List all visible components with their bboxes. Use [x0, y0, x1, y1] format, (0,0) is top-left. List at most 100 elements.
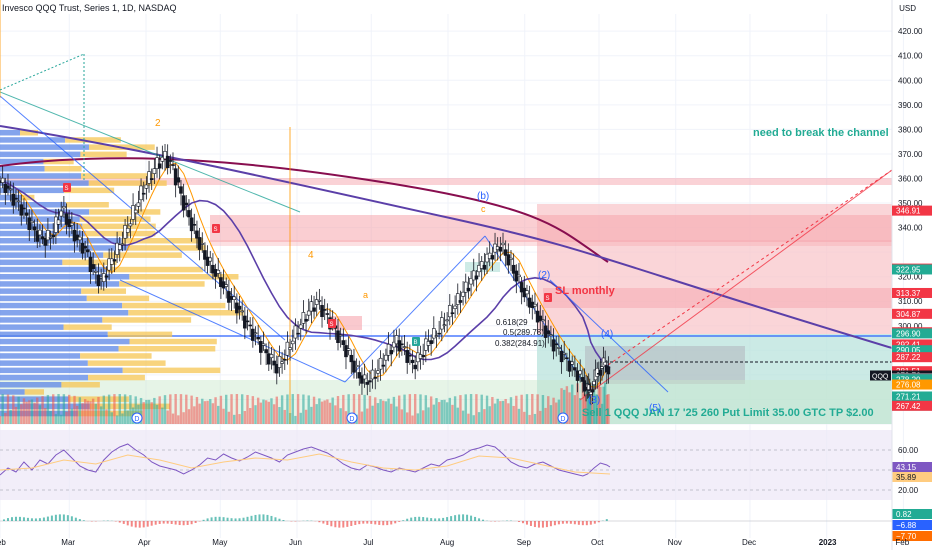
macd-bar — [382, 521, 385, 526]
candle-body — [344, 345, 348, 358]
candle-body — [288, 347, 292, 350]
profile-bar-orange — [63, 324, 112, 330]
volume-bar — [102, 395, 105, 424]
candle-body — [203, 250, 207, 260]
fib-618-label: 0.618(29 — [496, 318, 528, 327]
price-candles[interactable]: D D D S S B S S — [0, 143, 611, 424]
macd-bar — [130, 521, 133, 527]
profile-bar-orange — [21, 194, 35, 201]
y-tick-label: 360.00 — [898, 174, 923, 183]
volume-bar — [1, 394, 4, 424]
candle-body — [261, 343, 266, 346]
macd-bar — [549, 521, 552, 527]
moving-averages — [0, 125, 893, 388]
macd-bar — [202, 519, 205, 521]
candle-body — [538, 315, 543, 322]
candle-body — [232, 296, 237, 300]
macd-bar — [589, 521, 592, 525]
volume-bar — [75, 405, 79, 424]
macd-bar — [166, 521, 169, 524]
volume-bar — [129, 395, 132, 424]
candle-body — [237, 305, 242, 310]
profile-bar-blue — [0, 288, 82, 294]
wave-2-top-label: 2 — [155, 118, 161, 129]
wave-c-label: c — [481, 204, 486, 214]
candle-body — [253, 332, 258, 335]
volume-bar — [467, 413, 470, 424]
volume-bar — [299, 412, 302, 424]
macd-bar — [154, 521, 157, 525]
candle-body — [62, 206, 66, 209]
profile-bar-orange — [64, 187, 115, 194]
price-tag-text: 267.42 — [896, 402, 921, 411]
rsi-ma-line — [0, 453, 611, 475]
candle-body — [208, 257, 213, 262]
profile-bar-orange — [122, 367, 221, 374]
volume-bar — [259, 402, 263, 424]
macd-bar — [517, 521, 520, 522]
candle-body — [519, 282, 524, 293]
macd-bar — [366, 521, 369, 524]
candle-body — [125, 228, 130, 233]
macd-bar — [146, 521, 149, 527]
candle-body — [400, 343, 404, 346]
candle-body — [59, 210, 64, 217]
candle-body — [570, 361, 575, 365]
macd-bar — [557, 521, 560, 525]
price-tag-text: 296.90 — [896, 329, 921, 338]
rsi-value-text: 43.15 — [896, 463, 917, 472]
candle-body — [120, 243, 125, 246]
volume-bar — [6, 394, 10, 424]
candle-body — [144, 184, 149, 189]
volume-bar — [251, 396, 255, 424]
candle-body — [298, 324, 303, 329]
volume-bar — [384, 401, 388, 424]
macd-bar — [138, 521, 141, 528]
wave-b-label: (b) — [477, 191, 490, 202]
macd-bar — [274, 517, 277, 521]
fib-5-label: 0.5(289.78) — [503, 328, 544, 337]
macd-bar — [194, 521, 197, 523]
macd-bar — [374, 521, 377, 525]
macd-value-tag — [892, 509, 932, 519]
volume-bar — [557, 399, 561, 424]
volume-bar — [107, 394, 111, 424]
candle-body — [293, 325, 298, 339]
profile-bar-blue — [0, 338, 130, 345]
volume-bar — [429, 396, 433, 424]
macd-bar — [438, 518, 441, 521]
macd-bar — [22, 517, 25, 521]
x-tick-label: Aug — [440, 538, 454, 547]
volume-bar — [179, 394, 183, 424]
candle-body — [139, 185, 143, 201]
macd-bar — [577, 521, 580, 525]
volume-bar — [544, 407, 547, 424]
volume-bar — [304, 409, 308, 424]
dividend-letter: D — [560, 416, 565, 423]
profile-bar-orange — [85, 230, 156, 237]
candle-body — [35, 230, 40, 242]
price-tag — [892, 345, 932, 356]
macd-bar — [482, 519, 485, 521]
volume-bar — [283, 409, 286, 424]
signal-marker — [544, 293, 552, 302]
macd-bar — [585, 521, 588, 526]
candle-body — [549, 334, 553, 337]
candle-body — [141, 192, 146, 195]
volume-bar — [602, 386, 605, 424]
candle-body — [56, 219, 61, 225]
macd-bar — [78, 519, 81, 521]
candle-body — [78, 236, 82, 241]
volume-bar — [46, 394, 50, 424]
volume-bar — [507, 403, 510, 424]
candle-body — [274, 363, 279, 374]
candle-body — [101, 273, 106, 282]
volume-bar — [504, 398, 507, 424]
macd-bar — [605, 519, 608, 521]
candle-body — [349, 354, 354, 363]
macd-bar — [358, 521, 361, 525]
candle-body — [432, 328, 436, 339]
x-tick-label: Oct — [591, 538, 604, 547]
volume-bar — [560, 388, 563, 424]
